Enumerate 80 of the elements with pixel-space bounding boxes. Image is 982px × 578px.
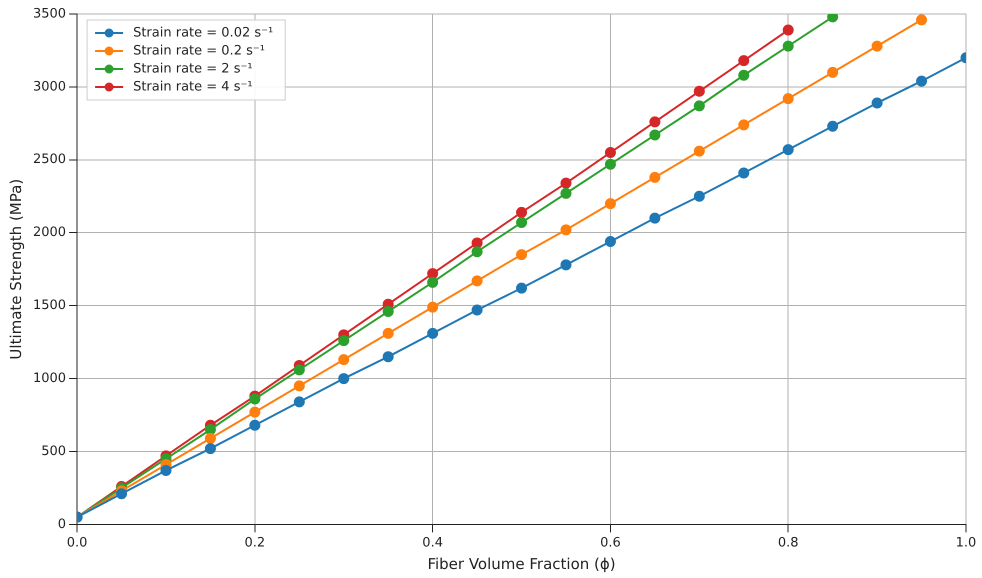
- point: [560, 188, 572, 199]
- point: [338, 354, 350, 366]
- point: [827, 14, 838, 22]
- point: [160, 464, 172, 476]
- point: [916, 76, 928, 87]
- point: [294, 364, 305, 376]
- point: [782, 24, 794, 36]
- point: [694, 146, 705, 157]
- point: [694, 86, 705, 97]
- legend-label: Strain rate = 4 s⁻¹: [133, 79, 253, 94]
- point: [872, 97, 883, 108]
- point: [649, 116, 660, 128]
- point: [472, 237, 483, 248]
- point: [649, 130, 660, 141]
- y-tick-label: 2500: [32, 152, 66, 168]
- legend-label: Strain rate = 0.02 s⁻¹: [133, 25, 274, 40]
- point: [516, 249, 528, 260]
- point: [782, 144, 794, 156]
- y-tick-label: 1000: [32, 370, 66, 386]
- point: [472, 275, 483, 286]
- point: [472, 246, 483, 258]
- point: [338, 335, 350, 346]
- point: [738, 167, 750, 178]
- point: [738, 55, 750, 66]
- point: [738, 70, 750, 81]
- x-tick-label: 0.6: [600, 536, 621, 551]
- point: [827, 120, 838, 132]
- x-axis-title: Fiber Volume Fraction (ϕ): [427, 554, 616, 573]
- legend-label: Strain rate = 2 s⁻¹: [133, 61, 253, 76]
- point: [472, 304, 483, 316]
- point: [649, 212, 660, 224]
- point: [249, 406, 260, 418]
- point: [249, 393, 260, 404]
- point: [560, 178, 572, 189]
- x-tick-label: 0.2: [244, 536, 266, 551]
- point: [516, 206, 528, 218]
- point: [427, 268, 438, 280]
- x-tick-label: 1.0: [956, 536, 976, 551]
- y-tick-label: 500: [41, 444, 66, 459]
- point: [782, 93, 794, 104]
- point: [249, 420, 260, 431]
- point: [204, 443, 216, 454]
- y-tick-label: 3500: [32, 6, 66, 22]
- point: [204, 424, 216, 436]
- x-tick-label: 0.8: [778, 536, 799, 551]
- point: [427, 328, 438, 339]
- point: [604, 198, 616, 210]
- point: [294, 380, 305, 392]
- point: [204, 432, 216, 444]
- y-tick-label: 3000: [32, 79, 66, 94]
- point: [516, 282, 528, 294]
- x-tick-label: 0.4: [422, 536, 443, 551]
- point: [294, 396, 305, 408]
- point: [382, 306, 394, 317]
- point: [916, 14, 928, 26]
- point: [649, 172, 660, 183]
- point: [604, 236, 616, 247]
- point: [694, 190, 705, 202]
- point: [516, 217, 528, 228]
- point: [604, 147, 616, 158]
- point: [604, 158, 616, 170]
- legend-label: Strain rate = 0.2 s⁻¹: [133, 43, 265, 58]
- point: [116, 488, 128, 500]
- point: [738, 119, 750, 130]
- point: [427, 302, 438, 313]
- point: [827, 66, 838, 78]
- point: [338, 373, 350, 384]
- point: [872, 40, 883, 52]
- x-tick-label: 0.0: [66, 536, 88, 551]
- point: [782, 40, 794, 52]
- y-tick-label: 2000: [32, 225, 66, 240]
- point: [560, 259, 572, 270]
- point: [427, 276, 438, 288]
- y-tick-label: 0: [58, 516, 66, 532]
- point: [694, 100, 705, 112]
- point: [560, 224, 572, 236]
- y-tick-label: 1500: [32, 298, 66, 314]
- y-axis-title: Ultimate Strength (MPa): [6, 178, 25, 360]
- point: [382, 351, 394, 362]
- point: [382, 328, 394, 339]
